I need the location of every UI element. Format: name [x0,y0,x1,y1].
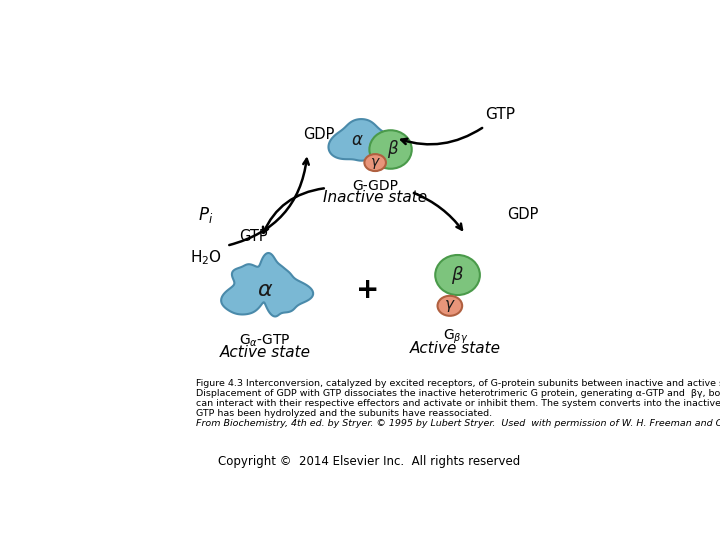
Text: $\alpha$: $\alpha$ [257,280,273,300]
Text: $\beta$: $\beta$ [387,138,399,160]
Text: GTP: GTP [485,107,515,123]
Text: $\gamma$: $\gamma$ [370,156,381,171]
Text: GTP has been hydrolyzed and the subunits have reassociated.: GTP has been hydrolyzed and the subunits… [196,409,492,418]
Ellipse shape [369,130,412,168]
Polygon shape [221,253,313,316]
Ellipse shape [435,255,480,295]
Text: GDP: GDP [303,126,335,141]
Text: Displacement of GDP with GTP dissociates the inactive heterotrimeric G protein, : Displacement of GDP with GTP dissociates… [196,389,720,398]
Text: H$_2$O: H$_2$O [190,248,222,267]
Text: G-GDP: G-GDP [352,179,398,193]
Text: Inactive state: Inactive state [323,190,427,205]
Text: can interact with their respective effectors and activate or inhibit them. The s: can interact with their respective effec… [196,399,720,408]
Text: Copyright ©  2014 Elsevier Inc.  All rights reserved: Copyright © 2014 Elsevier Inc. All right… [218,455,520,468]
Text: $\alpha$: $\alpha$ [351,131,364,149]
Text: Active state: Active state [410,341,500,356]
Ellipse shape [364,154,386,171]
Ellipse shape [438,296,462,316]
Text: Figure 4.3 Interconversion, catalyzed by excited receptors, of G-protein subunit: Figure 4.3 Interconversion, catalyzed by… [196,379,720,388]
Text: Active state: Active state [220,345,310,360]
Text: $\gamma$: $\gamma$ [444,298,456,314]
Text: $\beta$: $\beta$ [451,264,464,286]
Text: P$_i$: P$_i$ [198,205,213,225]
Text: +: + [356,275,379,303]
Text: GTP: GTP [239,229,268,244]
Text: G$_\alpha$-GTP: G$_\alpha$-GTP [239,332,291,349]
Text: G$_{\beta\gamma}$: G$_{\beta\gamma}$ [443,327,468,346]
Polygon shape [328,119,394,161]
Text: From Biochemistry, 4th ed. by Stryer. © 1995 by Lubert Stryer.  Used  with permi: From Biochemistry, 4th ed. by Stryer. © … [196,419,720,428]
Text: GDP: GDP [508,207,539,222]
